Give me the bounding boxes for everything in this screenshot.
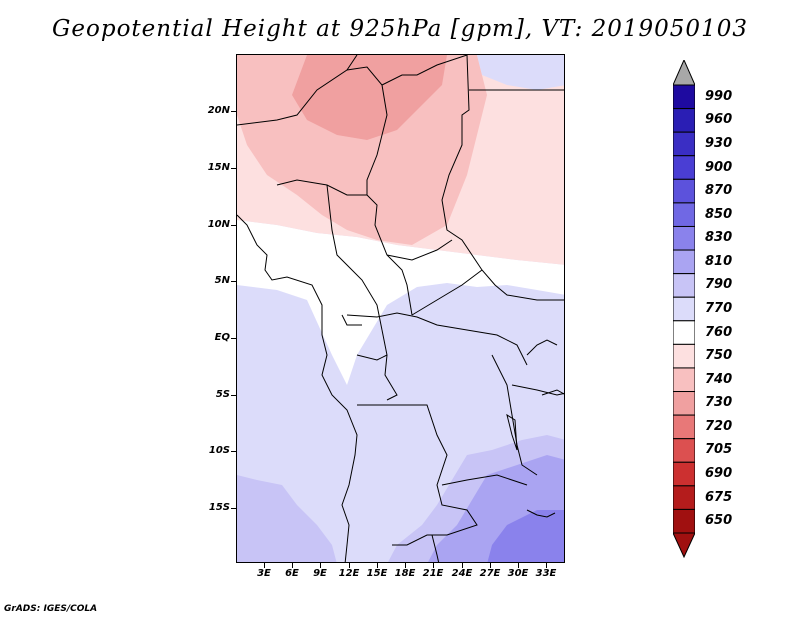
colorbar-label-810: 810	[705, 253, 733, 269]
lat-label-10n: 10N	[207, 219, 230, 230]
lat-label-15n: 15N	[207, 162, 230, 173]
lon-label-18e: 18E	[394, 568, 416, 579]
lat-tick	[231, 281, 236, 282]
lon-tick	[518, 563, 519, 568]
lon-label-33e: 33E	[535, 568, 557, 579]
colorbar-swatch-960	[673, 108, 695, 133]
colorbar-swatch-930	[673, 131, 695, 157]
colorbar-swatch-870	[673, 178, 695, 204]
lat-label-5n: 5N	[214, 275, 230, 286]
colorbar-swatch-750	[673, 343, 695, 369]
field-830-pocket	[487, 510, 564, 562]
colorbar-label-870: 870	[705, 183, 733, 199]
lat-label-5s: 5S	[215, 389, 230, 400]
lon-label-21e: 21E	[422, 568, 444, 579]
colorbar-top-arrow	[673, 60, 695, 86]
lon-label-30e: 30E	[507, 568, 529, 579]
field-730-pocket	[357, 55, 417, 85]
field-790-southwest	[237, 475, 337, 562]
lat-tick	[231, 451, 236, 452]
lon-tick	[264, 563, 265, 568]
colorbar-label-990: 990	[705, 88, 733, 104]
colorbar-swatch-690	[673, 461, 695, 487]
colorbar-label-760: 760	[705, 324, 733, 340]
colorbar-label-850: 850	[705, 206, 733, 222]
colorbar-label-650: 650	[705, 513, 733, 529]
colorbar-swatch-760	[673, 320, 695, 345]
lat-tick	[231, 225, 236, 226]
colorbar-swatch-650	[673, 508, 695, 534]
colorbar-label-690: 690	[705, 466, 733, 482]
lat-label-10s: 10S	[208, 445, 230, 456]
lon-tick	[490, 563, 491, 568]
lon-tick	[320, 563, 321, 568]
field-760-band	[237, 220, 564, 385]
lon-label-3e: 3E	[257, 568, 271, 579]
colorbar-bottom-arrow	[673, 532, 695, 558]
lon-tick	[292, 563, 293, 568]
map-panel	[236, 54, 565, 563]
lon-label-9e: 9E	[313, 568, 327, 579]
colorbar	[673, 60, 695, 558]
colorbar-label-770: 770	[705, 301, 733, 316]
colorbar-swatch-675	[673, 485, 695, 510]
colorbar-swatch-810	[673, 249, 695, 275]
colorbar-label-930: 930	[705, 135, 733, 151]
lat-tick	[231, 168, 236, 169]
map-title: Geopotential Height at 925hPa [gpm], VT:…	[52, 16, 748, 42]
colorbar-label-900: 900	[705, 159, 733, 175]
colorbar-label-720: 720	[705, 418, 733, 434]
lat-tick	[231, 111, 236, 112]
colorbar-swatch-770	[673, 296, 695, 322]
lat-tick	[231, 508, 236, 509]
lon-tick	[405, 563, 406, 568]
lat-label-20n: 20N	[207, 105, 230, 116]
lon-tick	[462, 563, 463, 568]
lon-tick	[349, 563, 350, 568]
lat-label-15s: 15S	[208, 502, 230, 513]
colorbar-label-705: 705	[705, 442, 733, 458]
colorbar-swatch-730	[673, 391, 695, 416]
lon-label-15e: 15E	[366, 568, 388, 579]
lon-label-12e: 12E	[338, 568, 360, 579]
lon-tick	[433, 563, 434, 568]
colorbar-label-830: 830	[705, 230, 733, 246]
lon-tick	[377, 563, 378, 568]
colorbar-label-750: 750	[705, 348, 733, 364]
lat-label-eq: EQ	[214, 332, 230, 343]
colorbar-swatch-990	[673, 84, 695, 110]
colorbar-swatch-830	[673, 225, 695, 251]
colorbar-swatch-850	[673, 202, 695, 227]
colorbar-label-740: 740	[705, 371, 733, 387]
colorbar-swatch-790	[673, 273, 695, 298]
colorbar-label-960: 960	[705, 112, 733, 128]
colorbar-swatch-900	[673, 155, 695, 180]
colorbar-swatch-705	[673, 438, 695, 463]
field-770-northeast	[477, 55, 564, 90]
colorbar-swatch-720	[673, 414, 695, 440]
lon-label-24e: 24E	[451, 568, 473, 579]
lon-tick	[546, 563, 547, 568]
colorbar-swatch-740	[673, 367, 695, 393]
colorbar-label-790: 790	[705, 277, 733, 293]
colorbar-label-675: 675	[705, 489, 733, 505]
lat-tick	[231, 395, 236, 396]
coastlines-borders	[237, 55, 564, 562]
lat-tick	[231, 338, 236, 339]
colorbar-label-730: 730	[705, 395, 733, 411]
geopotential-field-map	[237, 55, 564, 562]
grads-credit: GrADS: IGES/COLA	[4, 604, 98, 614]
lon-label-6e: 6E	[285, 568, 299, 579]
lon-label-27e: 27E	[479, 568, 501, 579]
